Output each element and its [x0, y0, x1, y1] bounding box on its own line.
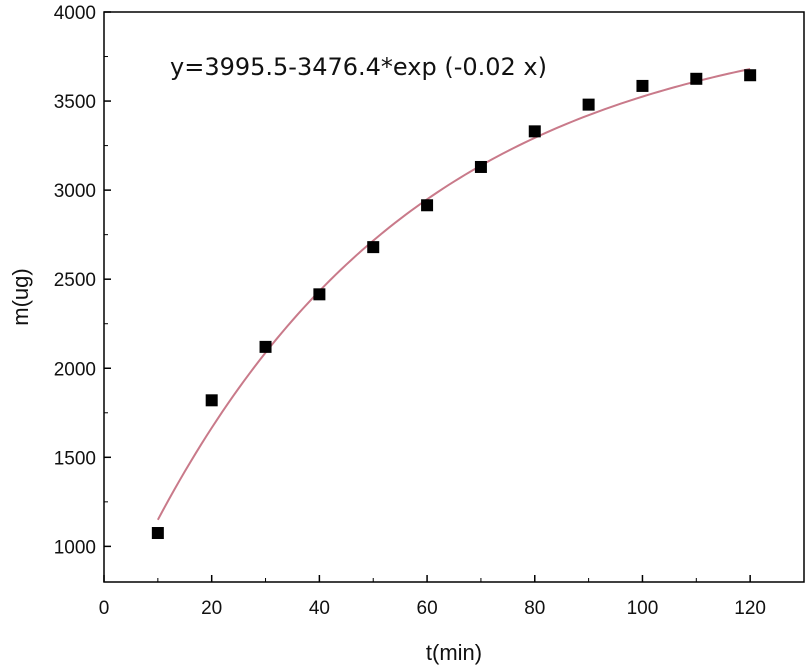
x-tick-label: 40 [309, 598, 330, 619]
x-tick-label: 20 [201, 598, 222, 619]
y-tick-label: 1000 [54, 537, 96, 558]
y-tick-label: 2500 [54, 270, 96, 291]
y-axis-label: m(ug) [8, 268, 33, 325]
x-tick-label: 100 [627, 598, 659, 619]
data-point [367, 241, 380, 254]
y-axis: 1000 1500 2000 2500 3000 3500 4000 [54, 3, 111, 558]
data-point [582, 98, 595, 111]
data-point [636, 79, 649, 92]
plot-frame [103, 11, 805, 583]
y-tick-label: 4000 [54, 3, 96, 24]
x-tick-label: 80 [524, 598, 545, 619]
y-tick-label: 2000 [54, 359, 96, 380]
data-point [474, 160, 487, 173]
data-point [151, 527, 164, 540]
data-point [690, 72, 703, 85]
data-point [313, 288, 326, 301]
y-tick-label: 3000 [54, 181, 96, 202]
x-tick-label: 60 [417, 598, 438, 619]
data-points [151, 69, 757, 540]
x-axis-label: t(min) [426, 640, 482, 665]
x-tick-label: 120 [734, 598, 766, 619]
data-point [205, 394, 218, 407]
y-tick-label: 1500 [54, 448, 96, 469]
fit-curve [156, 68, 751, 521]
y-tick-label: 3500 [54, 92, 96, 113]
x-axis: 0 20 40 60 80 100 120 [99, 575, 805, 619]
data-point [421, 199, 434, 212]
fit-equation: y=3995.5-3476.4*exp (-0.02 x) [170, 53, 547, 81]
x-tick-label: 0 [99, 598, 110, 619]
data-point [744, 69, 757, 82]
data-point [259, 340, 272, 353]
data-point [528, 125, 541, 138]
